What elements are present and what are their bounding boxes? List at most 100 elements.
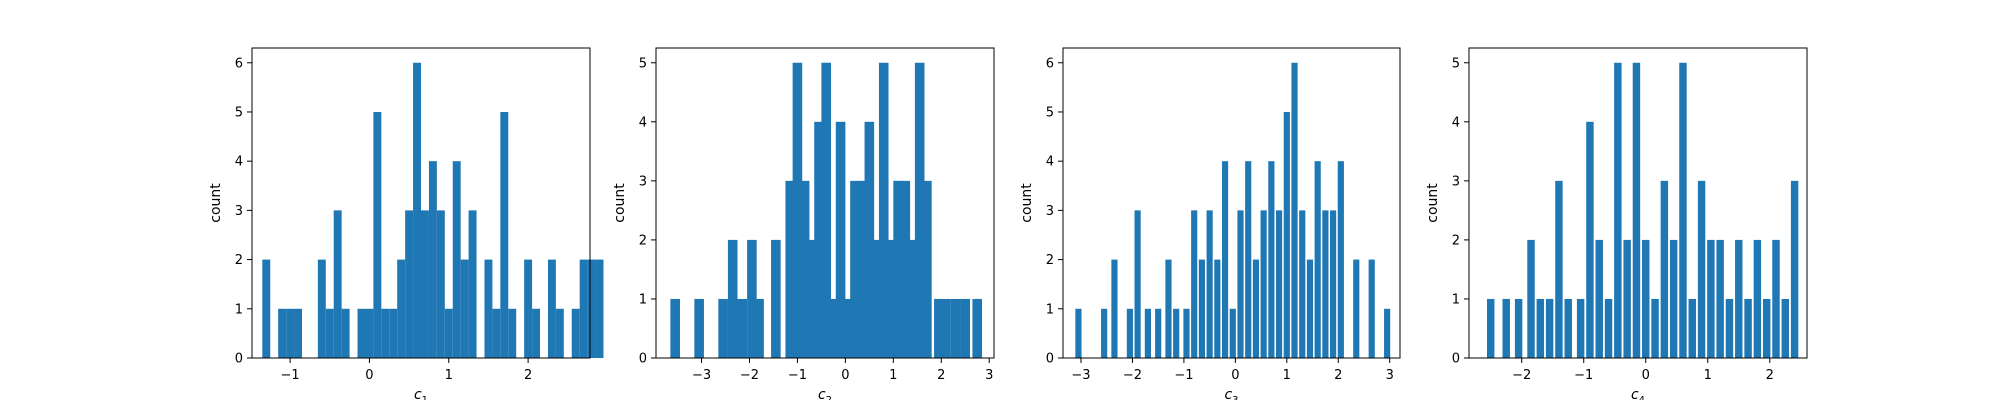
histogram-bar <box>934 298 944 358</box>
x-tick-label: 2 <box>1766 368 1774 383</box>
histogram-bar <box>325 308 334 358</box>
y-tick-label: 4 <box>639 115 647 130</box>
histogram-bar <box>1753 239 1762 358</box>
histogram-bar <box>1595 239 1603 358</box>
histogram-bar <box>333 210 342 358</box>
histogram-bar <box>373 111 382 358</box>
histogram-bar <box>1669 239 1678 358</box>
histogram-bar <box>1314 161 1321 358</box>
histogram-bar <box>595 259 604 358</box>
histogram-bar <box>1322 210 1329 358</box>
x-tick-label: 2 <box>937 368 945 383</box>
x-tick-label: 1 <box>889 368 897 383</box>
x-tick-label: 1 <box>1704 368 1712 383</box>
histogram-bar <box>754 298 764 358</box>
histogram-bar <box>871 239 882 358</box>
x-tick-label: −2 <box>1123 368 1142 383</box>
histogram-bar <box>1716 239 1724 358</box>
histogram-bar <box>893 180 903 358</box>
histogram-bar <box>1632 62 1641 358</box>
histogram-bar <box>532 308 541 358</box>
histogram-bar <box>1688 298 1696 358</box>
histogram-bar <box>1075 308 1082 358</box>
x-tick-label: −2 <box>740 368 759 383</box>
histogram-bar <box>1353 259 1360 358</box>
histogram-bar <box>389 308 398 358</box>
x-tick-label: 1 <box>1283 368 1291 383</box>
histogram-bar <box>1514 298 1523 358</box>
histogram-bar <box>1198 259 1205 358</box>
histogram-bar <box>799 180 810 358</box>
histogram-bar <box>421 210 429 358</box>
histogram-bar <box>1276 210 1283 358</box>
x-tick-label: −2 <box>1512 368 1531 383</box>
x-tick-label: 2 <box>1334 368 1342 383</box>
histogram-bar <box>1368 259 1375 358</box>
y-tick-label: 3 <box>1046 204 1054 219</box>
x-tick-label: 0 <box>365 368 373 383</box>
histogram-bar <box>1237 210 1244 358</box>
histogram-bar <box>1183 308 1190 358</box>
x-axis-label: c2 <box>818 387 832 400</box>
axes-frame <box>1062 47 1401 359</box>
y-tick-label: 6 <box>235 56 243 71</box>
histogram-bar <box>857 180 867 358</box>
histogram-bar <box>444 308 453 358</box>
y-tick-label: 2 <box>1046 253 1054 268</box>
x-tick-label: −3 <box>692 368 711 383</box>
histogram-bar <box>1191 210 1198 358</box>
histogram-bar <box>357 308 366 358</box>
histogram-bar <box>941 298 951 358</box>
histogram-bar <box>886 239 896 358</box>
histogram-bar <box>1651 298 1659 358</box>
y-tick-label: 1 <box>639 292 647 307</box>
histogram-bar <box>1586 121 1594 358</box>
histogram-bar <box>547 259 556 358</box>
histogram-bar <box>864 121 875 358</box>
x-tick-label: −3 <box>1071 368 1090 383</box>
histogram-bar <box>571 308 580 358</box>
y-tick-label: 3 <box>639 174 647 189</box>
histogram-bar <box>1772 239 1780 358</box>
histogram-bar <box>670 298 680 358</box>
y-tick-label: 5 <box>639 56 647 71</box>
y-tick-label: 2 <box>639 233 647 248</box>
histogram-bar <box>1545 298 1554 358</box>
histogram-bar <box>1111 259 1118 358</box>
x-axis-label: c1 <box>414 387 428 400</box>
histogram-bar <box>922 180 932 358</box>
histogram-bar <box>524 259 533 358</box>
histogram-bar <box>460 259 469 358</box>
histogram-bar <box>452 161 461 358</box>
histogram-bar <box>1486 298 1495 358</box>
histogram-bar <box>807 239 817 358</box>
y-tick-label: 1 <box>1046 302 1054 317</box>
histogram-bar <box>1291 62 1298 358</box>
histogram-bar <box>814 121 824 358</box>
histogram-bar <box>405 210 414 358</box>
histogram-bar <box>1604 298 1613 358</box>
histogram-bar <box>1614 62 1622 358</box>
histogram-bar <box>1623 239 1631 358</box>
x-tick-label: 3 <box>985 368 993 383</box>
histogram-bar <box>555 308 564 358</box>
histogram-bar <box>1564 298 1572 358</box>
histogram-bar <box>1707 239 1715 358</box>
histogram-bar <box>1762 298 1771 358</box>
histogram-bar <box>878 62 889 358</box>
x-tick-label: 0 <box>841 368 849 383</box>
histogram-bar <box>1214 259 1221 358</box>
histogram-bar <box>1260 210 1267 358</box>
histogram-bar <box>828 298 839 358</box>
y-tick-label: 4 <box>1046 155 1054 170</box>
histogram-bar <box>1725 298 1734 358</box>
histogram-bar <box>1555 180 1563 358</box>
x-tick-label: 0 <box>1642 368 1650 383</box>
y-axis-label: count <box>1425 183 1441 223</box>
x-tick-label: 1 <box>445 368 453 383</box>
histogram-bar <box>1126 308 1133 358</box>
x-tick-label: 3 <box>1386 368 1394 383</box>
histogram-bar <box>428 161 437 358</box>
y-tick-label: 5 <box>235 105 243 120</box>
